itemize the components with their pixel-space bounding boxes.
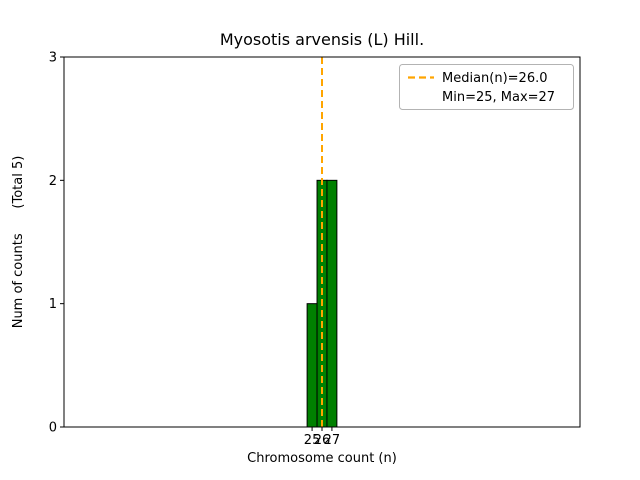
y-tick-label: 3 <box>49 51 57 66</box>
histogram-bar <box>326 179 338 428</box>
legend-entry-median: Median(n)=26.0 <box>442 71 548 86</box>
x-tick-label: 27 <box>324 433 341 448</box>
histogram-bar <box>306 303 318 428</box>
y-tick-label: 2 <box>49 174 57 189</box>
x-axis-label: Chromosome count (n) <box>247 451 397 466</box>
x-tick-label: 26 <box>314 433 331 448</box>
legend-entry-minmax: Min=25, Max=27 <box>442 90 555 105</box>
chart-title: Myosotis arvensis (L) Hill. <box>220 30 424 49</box>
legend-box <box>399 64 574 110</box>
x-tick-label: 25 <box>304 433 321 448</box>
y-tick-label: 1 <box>49 297 57 312</box>
legend: Median(n)=26.0 Min=25, Max=27 <box>399 64 574 110</box>
y-tick-label: 0 <box>49 421 57 436</box>
y-axis-label: Num of counts (Total 5) <box>11 156 26 329</box>
